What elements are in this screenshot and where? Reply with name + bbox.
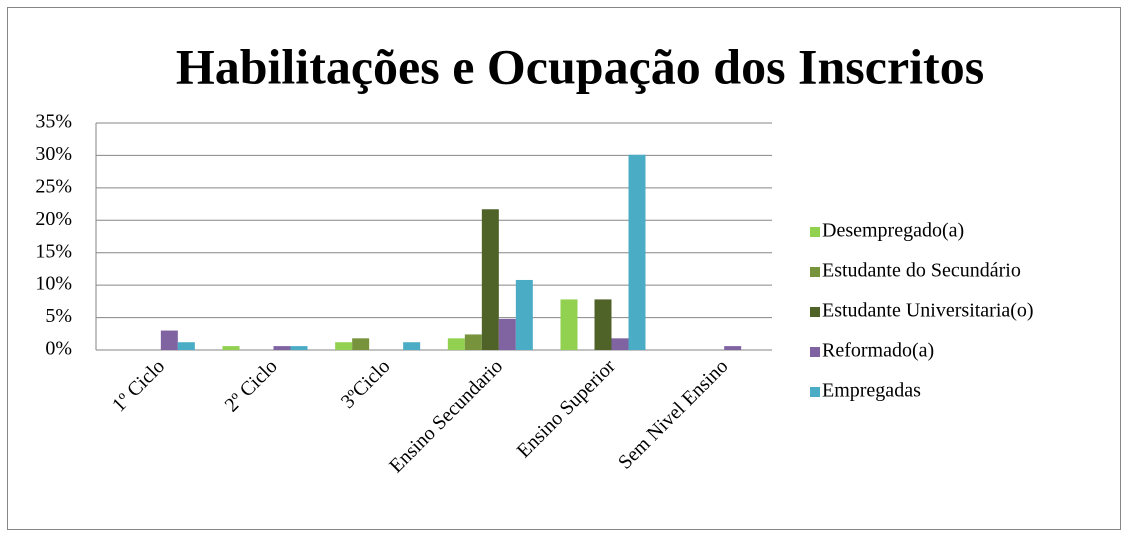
bar — [560, 299, 578, 350]
bar — [290, 346, 308, 350]
legend-swatch — [810, 307, 820, 317]
bar — [273, 346, 291, 350]
y-tick-label: 30% — [35, 143, 72, 165]
bar — [628, 154, 646, 350]
y-tick-label: 0% — [45, 338, 72, 360]
y-tick-label: 15% — [35, 240, 72, 262]
y-tick-label: 20% — [35, 208, 72, 230]
bar — [160, 330, 178, 350]
y-tick-label: 35% — [35, 111, 72, 133]
bar — [611, 338, 629, 350]
bar — [724, 346, 742, 350]
bar — [515, 279, 533, 350]
bar — [335, 342, 353, 350]
bar — [447, 338, 465, 350]
legend-label: Desempregado(a) — [822, 220, 964, 242]
bar — [222, 346, 240, 350]
legend-label: Reformado(a) — [822, 340, 934, 362]
legend-label: Empregadas — [822, 380, 921, 402]
legend-swatch — [810, 347, 820, 357]
bar — [403, 342, 421, 350]
y-tick-label: 5% — [45, 305, 72, 327]
legend-swatch — [810, 387, 820, 397]
legend-swatch — [810, 227, 820, 237]
bar — [177, 342, 195, 350]
legend-label: Estudante do Secundário — [822, 260, 1021, 282]
bar — [481, 209, 499, 350]
y-tick-label: 10% — [35, 273, 72, 295]
bar — [594, 299, 612, 350]
legend-swatch — [810, 267, 820, 277]
bar — [498, 318, 516, 350]
bar — [464, 334, 482, 350]
chart-border — [7, 7, 1121, 530]
y-tick-label: 25% — [35, 175, 72, 197]
legend-label: Estudante Universitaria(o) — [822, 300, 1034, 322]
bar — [352, 338, 370, 350]
chart-title: Habilitações e Ocupação dos Inscritos — [176, 38, 984, 94]
